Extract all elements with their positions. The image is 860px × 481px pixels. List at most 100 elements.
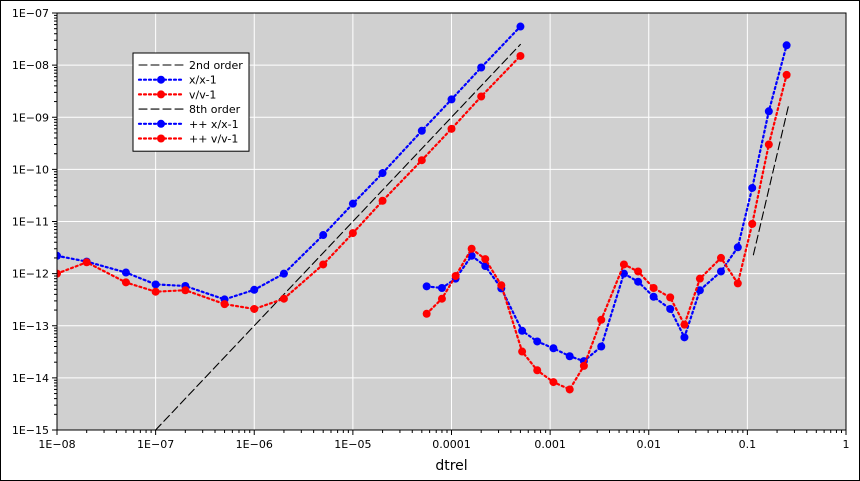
legend-marker (157, 134, 165, 143)
data-point (422, 309, 431, 318)
y-tick-label: 1E−11 (12, 216, 49, 229)
data-point (497, 281, 506, 290)
data-point (634, 267, 643, 276)
data-point (619, 269, 628, 278)
y-axis-ticks: 1E−15 1E−14 1E−13 1E−12 1E−11 1E−10 1E−09 1E−08… (12, 7, 57, 437)
data-point (782, 41, 791, 50)
series--v-v-1 (422, 70, 791, 394)
series-line (155, 43, 521, 430)
data-point (348, 199, 357, 208)
data-point (649, 283, 658, 292)
data-point (733, 243, 742, 252)
data-point (467, 251, 476, 260)
data-point (417, 126, 426, 135)
legend-label: ++ x/x-1 (189, 118, 239, 131)
data-point (619, 260, 628, 269)
data-point (319, 231, 328, 240)
data-point (716, 267, 725, 276)
data-point (680, 320, 689, 329)
data-point (634, 277, 643, 286)
y-tick-label: 1E−15 (12, 424, 49, 437)
data-point (447, 124, 456, 133)
data-point (549, 378, 558, 387)
series-line (752, 106, 789, 256)
x-axis-ticks: 1E−08 1E−07 1E−06 1E−05 0.0001 0.001 0.01 0.1 1 (38, 430, 850, 451)
data-point (82, 258, 91, 267)
legend-entry: 2nd order (138, 59, 243, 72)
data-point (516, 22, 525, 31)
y-tick-label: 1E−12 (12, 268, 49, 281)
data-point (319, 260, 328, 269)
data-point (477, 92, 486, 101)
legend-box (132, 52, 250, 152)
series-8th-order (752, 106, 789, 256)
data-point (782, 70, 791, 79)
legend-label: v/v-1 (189, 88, 216, 101)
data-point (680, 333, 689, 342)
x-tick-label: 0.1 (739, 438, 757, 451)
data-point (695, 286, 704, 295)
data-point (518, 347, 527, 356)
legend-label: 2nd order (189, 59, 243, 72)
data-point (121, 268, 130, 277)
y-tick-label: 1E−10 (12, 163, 49, 176)
x-tick-label: 0.01 (637, 438, 662, 451)
data-point (533, 366, 542, 375)
data-point (151, 280, 160, 289)
data-point (250, 285, 259, 294)
legend-marker (157, 119, 165, 128)
data-point (378, 169, 387, 178)
x-tick-label: 0.001 (534, 438, 566, 451)
x-tick-label: 1E−06 (236, 438, 273, 451)
x-tick-label: 1 (843, 438, 850, 451)
data-point (764, 140, 773, 149)
data-point (549, 344, 558, 353)
series-2nd-order (155, 43, 521, 430)
y-tick-label: 1E−09 (12, 111, 49, 124)
series-line (425, 44, 788, 363)
data-point (579, 361, 588, 370)
legend-marker (157, 90, 165, 99)
data-point (378, 196, 387, 205)
data-point (716, 253, 725, 262)
data-point (597, 315, 606, 324)
y-tick-label: 1E−07 (12, 7, 49, 20)
data-point (565, 352, 574, 361)
data-point (279, 294, 288, 303)
legend-entry: ++ v/v-1 (137, 133, 238, 146)
data-point (121, 278, 130, 287)
legend-entry: x/x-1 (137, 74, 217, 87)
x-tick-label: 1E−08 (38, 438, 75, 451)
y-tick-label: 1E−14 (12, 372, 49, 385)
data-point (666, 304, 675, 313)
data-point (733, 279, 742, 288)
x-tick-label: 1E−07 (137, 438, 174, 451)
data-point (649, 292, 658, 301)
x-axis-label: dtrel (435, 458, 467, 474)
data-point (748, 183, 757, 192)
data-point (220, 300, 229, 309)
data-point (748, 219, 757, 228)
legend-marker (157, 75, 165, 84)
data-point (417, 156, 426, 165)
data-point (565, 385, 574, 394)
data-point (437, 283, 446, 292)
data-point (451, 272, 460, 281)
data-point (151, 287, 160, 296)
data-point (279, 269, 288, 278)
data-point (181, 286, 190, 295)
data-point (437, 294, 446, 303)
series-v-v-1 (57, 51, 525, 313)
data-point (597, 342, 606, 351)
legend: 2nd order x/x-1v/v-1 8th order ++ x/x-1 ++ v… (132, 52, 250, 152)
data-point (666, 293, 675, 302)
legend-label: x/x-1 (189, 74, 217, 87)
data-point (516, 51, 525, 60)
data-point (533, 337, 542, 346)
x-tick-label: 0.0001 (432, 438, 471, 451)
data-point (57, 251, 61, 260)
series-x-x-1 (57, 22, 525, 304)
data-point (467, 244, 476, 253)
legend-entry: v/v-1 (137, 88, 216, 101)
